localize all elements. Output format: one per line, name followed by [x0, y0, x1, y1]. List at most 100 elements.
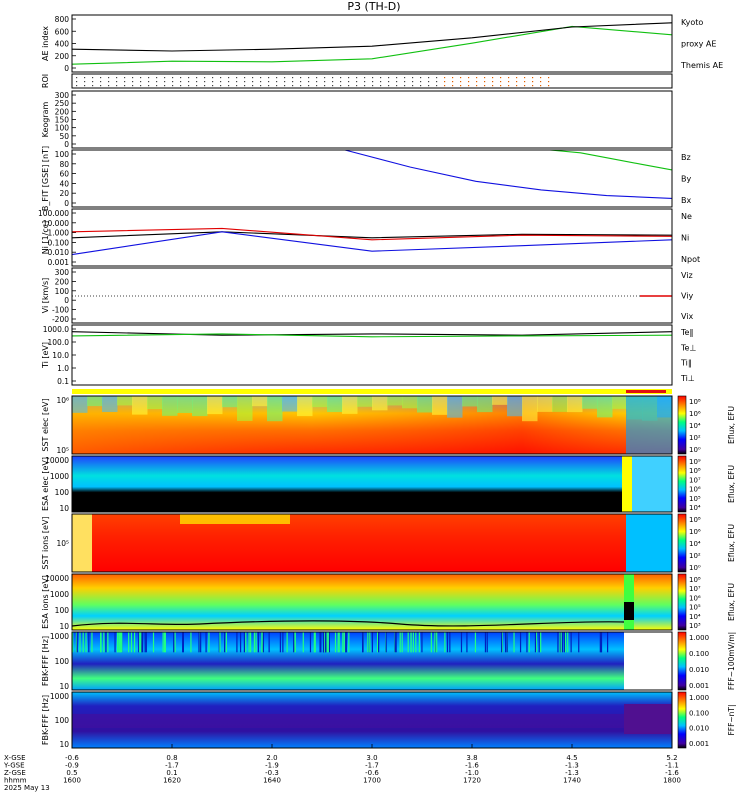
spectrogram-stripe [162, 632, 164, 653]
spectrogram-stripe [103, 632, 105, 653]
x-axis-value: -1.9 [265, 762, 279, 770]
roi-dot [316, 77, 318, 79]
spectrogram-cell [626, 514, 672, 572]
spectrogram-stripe [560, 632, 562, 653]
legend-entry: Viy [681, 292, 694, 301]
roi-dot [292, 77, 294, 79]
colorbar-tick-label: 10⁸ [689, 516, 701, 524]
roi-dot [540, 81, 542, 83]
roi-dot [316, 85, 318, 87]
roi-dot [404, 85, 406, 87]
series-line [71, 227, 673, 241]
legend-entry: Bx [681, 196, 691, 205]
y-tick-label: 10⁶ [56, 396, 69, 405]
panel-frame [71, 513, 673, 573]
spectrogram-stripe [253, 632, 256, 653]
spectrogram-stripe [362, 632, 364, 653]
y-tick-label: 1000 [50, 632, 69, 641]
roi-dot [76, 77, 78, 79]
y-tick-label: 1.0 [57, 364, 69, 373]
y-axis-label: Ni [1/cc] [41, 221, 50, 255]
roi-dot [516, 77, 518, 79]
y-axis-label: ROI [41, 74, 50, 88]
roi-dot [492, 77, 494, 79]
spectrogram-stripe [376, 632, 379, 653]
roi-dot [276, 77, 278, 79]
roi-dot [108, 81, 110, 83]
roi-dot [332, 81, 334, 83]
x-axis-value: -1.7 [365, 762, 379, 770]
roi-dot [436, 85, 438, 87]
y-tick-label: 10000 [45, 456, 69, 465]
spectrogram-stripe [410, 632, 412, 653]
x-axis-value: 1640 [263, 777, 281, 785]
spectrogram-stripe [430, 632, 432, 653]
spectrogram-stripe [328, 632, 331, 653]
roi-dot [300, 81, 302, 83]
y-tick-label: 10 [59, 682, 69, 691]
y-tick-label: 1000 [50, 692, 69, 701]
spectrogram-stripe [243, 632, 246, 653]
roi-dot [524, 85, 526, 87]
spectrogram-fbk_fff [72, 632, 672, 690]
spectrogram-cell [297, 396, 313, 417]
spectrogram-cell [72, 514, 92, 572]
roi-dot [308, 85, 310, 87]
spectrogram-stripe [82, 632, 84, 653]
spectrogram-stripe [561, 632, 564, 653]
colorbar-tick-label: 10³ [689, 622, 701, 630]
roi-dot [132, 85, 134, 87]
colorbar-tick-label: 0.010 [689, 666, 709, 674]
x-axis-value: 1700 [363, 777, 381, 785]
roi-dot [420, 81, 422, 83]
x-axis-value: 5.2 [666, 754, 677, 762]
spectrogram-cell [312, 396, 328, 408]
spectrogram-cell [342, 396, 358, 414]
roi-dot [500, 77, 502, 79]
y-tick-label: 100 [55, 287, 70, 296]
roi-dot [156, 85, 158, 87]
spectrogram-cell [162, 396, 178, 416]
roi-dot [284, 85, 286, 87]
spectrogram-cell [582, 396, 598, 409]
y-axis-label: ESA elec [eV] [41, 457, 50, 511]
x-axis-row-label: Z-GSE [4, 769, 26, 777]
spectrogram-cell [622, 456, 632, 512]
y-axis-label: AE index [41, 26, 50, 61]
x-axis-value: 0.1 [166, 769, 177, 777]
roi-dot [220, 85, 222, 87]
roi-dot [460, 77, 462, 79]
spectrogram-cell [632, 456, 672, 512]
spacecraft-potential-line [71, 620, 625, 627]
roi-dot [468, 81, 470, 83]
spectrogram-stripe [535, 632, 537, 653]
spectrogram-stripe [128, 632, 130, 653]
roi-dot [348, 85, 350, 87]
roi-dot [324, 81, 326, 83]
spectrogram-stripe [484, 632, 487, 653]
roi-dot [92, 77, 94, 79]
spectrogram-cell [552, 396, 568, 412]
spectrogram-cell [597, 396, 613, 418]
roi-dot [84, 77, 86, 79]
spectrogram-stripe [337, 632, 339, 653]
roi-dot [396, 85, 398, 87]
series-line [71, 231, 673, 239]
roi-dot [388, 85, 390, 87]
spectrogram-cell [507, 396, 523, 417]
colorbar-tick-label: 0.010 [689, 725, 709, 733]
roi-dot [180, 81, 182, 83]
roi-dot [364, 77, 366, 79]
spectrogram-cell [237, 396, 253, 421]
roi-dot [244, 77, 246, 79]
y-axis-label: SST elec [eV] [41, 398, 50, 451]
y-tick-label: -200 [52, 315, 69, 324]
spectrogram-stripe [163, 632, 166, 653]
roi-dot [284, 81, 286, 83]
panel-frame [71, 149, 673, 208]
spectrogram-stripe [559, 632, 561, 653]
roi-dot [156, 77, 158, 79]
spectrogram-cell [252, 396, 268, 407]
roi-dot [84, 81, 86, 83]
